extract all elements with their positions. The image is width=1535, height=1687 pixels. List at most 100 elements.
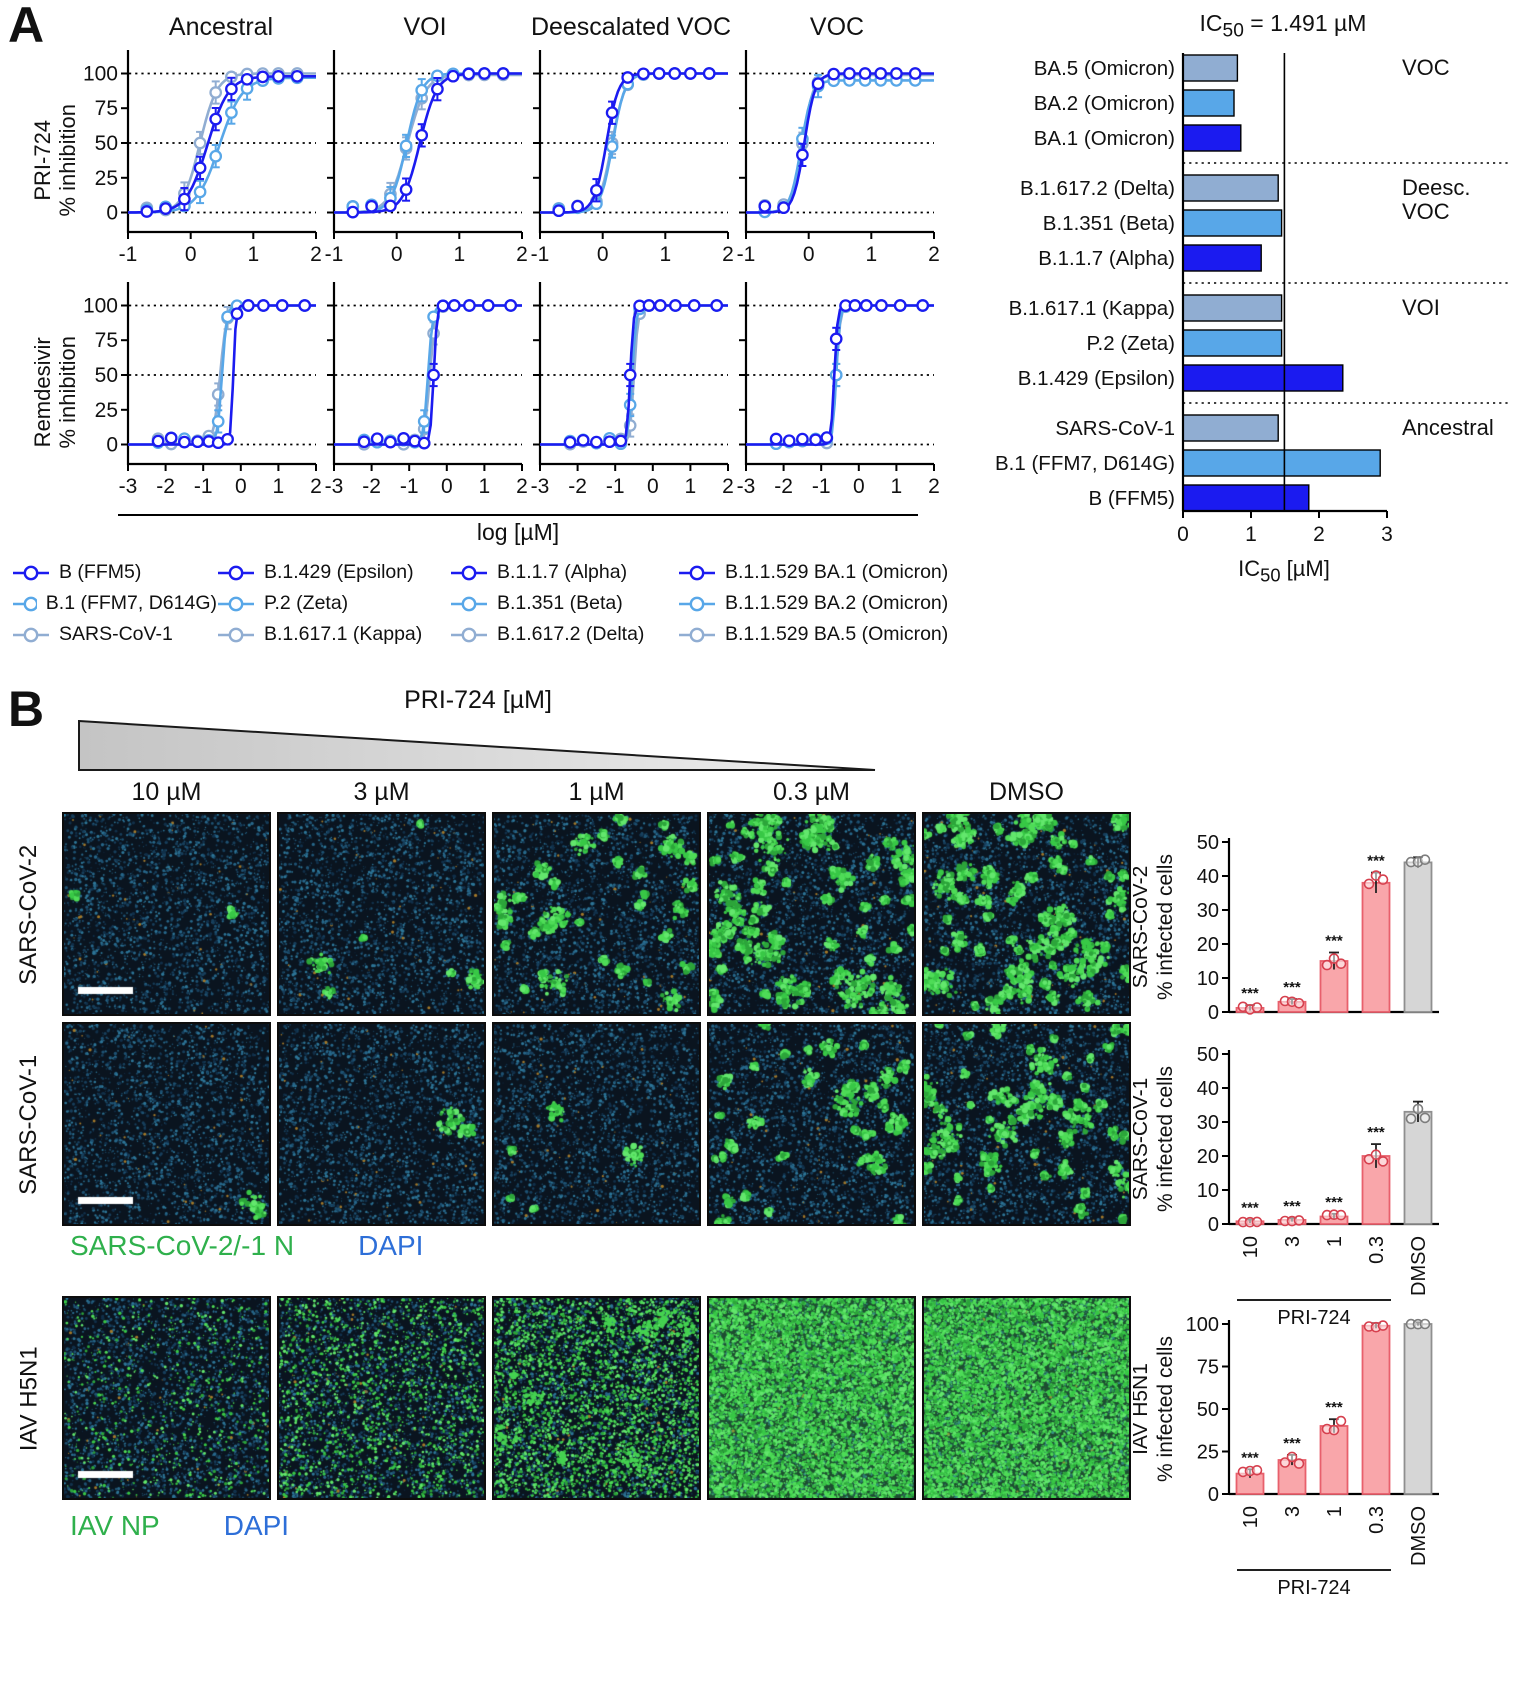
svg-text:10: 10 <box>1197 1180 1219 1202</box>
svg-text:50: 50 <box>1197 832 1219 854</box>
svg-text:50: 50 <box>95 364 118 387</box>
svg-text:SARS-CoV-2: SARS-CoV-2 <box>1133 866 1152 989</box>
replicate-dot <box>1251 1216 1263 1228</box>
legend-item: B.1.1.529 BA.2 (Omicron) <box>678 589 993 618</box>
ic50-bar <box>1182 483 1310 512</box>
microscopy-image <box>707 812 916 1016</box>
legend-marker-icon <box>451 596 487 611</box>
virus-row-label: SARS-CoV-2 <box>4 812 54 1017</box>
svg-text:***: *** <box>1367 1124 1385 1141</box>
replicate-dot <box>1328 1424 1340 1436</box>
dose-row-label: PRI-724% inhibition <box>28 44 82 276</box>
counterstain-label: DAPI <box>223 1510 290 1541</box>
svg-text:-1: -1 <box>194 475 213 498</box>
svg-text:50: 50 <box>95 132 118 155</box>
svg-text:0: 0 <box>1208 1002 1219 1024</box>
virus-name: SARS-CoV-1 <box>15 1054 43 1195</box>
svg-text:2: 2 <box>1313 523 1325 546</box>
ic50-title: IC50 = 1.491 µM <box>1153 10 1413 43</box>
dose-column-title: Deescalated VOC <box>530 13 732 41</box>
panel-b-label: B <box>8 681 45 737</box>
panel-a-label: A <box>8 0 45 53</box>
svg-text:***: *** <box>1241 1200 1259 1217</box>
legend-marker-icon <box>679 565 715 580</box>
legend-item: B.1.617.1 (Kappa) <box>217 620 450 649</box>
ic50-chart: IC50 = 1.491 µM BA.5 (Omicron) BA.2 (Omic… <box>978 10 1535 586</box>
legend-item: B.1.1.529 BA.5 (Omicron) <box>678 620 993 649</box>
concentration-label: 0.3 µM <box>773 778 850 806</box>
svg-text:1: 1 <box>1324 1506 1346 1517</box>
svg-text:25: 25 <box>95 167 118 190</box>
svg-text:SARS-CoV-1: SARS-CoV-1 <box>1055 417 1175 440</box>
ic50-xlabel-pre: IC <box>1238 555 1261 581</box>
dose-response-plot: -1 0 1 2 <box>528 44 734 276</box>
ic50-bar <box>1182 448 1381 477</box>
svg-text:***: *** <box>1283 1435 1301 1452</box>
dose-row-label: Remdesivir% inhibition <box>28 276 82 508</box>
svg-text:PRI-724: PRI-724 <box>1277 1307 1350 1329</box>
svg-text:0: 0 <box>235 475 247 498</box>
legend-item: B.1.617.2 (Delta) <box>450 620 678 649</box>
svg-text:-2: -2 <box>568 475 587 498</box>
svg-text:Deesc.: Deesc. <box>1402 175 1470 200</box>
replicate-dot <box>1363 878 1375 890</box>
concentration-labels: 10 µM 3 µM 1 µM 0.3 µM DMSO <box>62 778 1137 812</box>
svg-text:-3: -3 <box>325 475 344 498</box>
svg-text:30: 30 <box>1197 900 1219 922</box>
dose-response-plot: -1 0 1 2 <box>734 44 940 276</box>
svg-text:0: 0 <box>803 243 815 266</box>
virus-name: SARS-CoV-2 <box>15 844 43 985</box>
legend-label: B.1 (FFM7, D614G) <box>45 592 217 614</box>
legend-marker-icon <box>13 596 37 611</box>
virus-name: IAV H5N1 <box>15 1346 43 1451</box>
stain-label: SARS-CoV-2/-1 N <box>70 1230 295 1261</box>
replicate-dot <box>1293 1458 1305 1469</box>
legend-marker-icon <box>451 627 487 642</box>
dose-response-plot: -3 -2 -1 0 1 2 0 25 50 75 100 <box>82 276 322 508</box>
svg-text:PRI-724: PRI-724 <box>1277 1577 1350 1599</box>
legend-column: B.1.1.529 BA.1 (Omicron) B.1.1.529 BA.2 (… <box>678 558 993 649</box>
legend-marker-icon <box>218 565 254 580</box>
legend-label: B.1.429 (Epsilon) <box>264 561 414 583</box>
ic50-xaxis-label: IC50 [µM] <box>1174 556 1394 586</box>
dose-column-title: VOI <box>403 13 447 41</box>
svg-text:-1: -1 <box>325 243 344 266</box>
legend-marker-icon <box>679 596 715 611</box>
wedge-icon <box>78 719 876 771</box>
svg-text:B.1.351 (Beta): B.1.351 (Beta) <box>1043 212 1175 235</box>
svg-text:-2: -2 <box>774 475 793 498</box>
dose-xaxis-label: log [µM] <box>118 514 918 546</box>
legend-item: B.1 (FFM7, D614G) <box>12 589 217 618</box>
infection-bar-svg: 0 25 50 75 100 IAV H5N1% infected cells *** ***… <box>1129 1314 1439 1599</box>
ic50-bar <box>1182 123 1242 152</box>
svg-text:1: 1 <box>273 475 285 498</box>
dose-column-title: Ancestral <box>168 13 274 41</box>
svg-text:10: 10 <box>1197 968 1219 990</box>
microscopy-image <box>922 1022 1131 1226</box>
dose-plot-svg: -1 0 1 2 <box>325 50 528 266</box>
infection-bar <box>1403 861 1433 1013</box>
stain-label: IAV NP <box>70 1510 160 1541</box>
replicate-dot <box>1377 1320 1389 1331</box>
svg-text:75: 75 <box>95 97 118 120</box>
replicate-dot <box>1279 1457 1291 1468</box>
svg-text:1: 1 <box>1324 1236 1346 1247</box>
dose-plot-svg: -3 -2 -1 0 1 2 <box>531 282 734 498</box>
svg-text:1: 1 <box>453 243 465 266</box>
svg-text:2: 2 <box>928 475 940 498</box>
dose-response-plot: -1 0 1 2 0 25 50 75 100 <box>82 44 322 276</box>
replicate-dot <box>1405 1113 1417 1124</box>
replicate-dot <box>1412 1103 1424 1115</box>
ic50-bar <box>1182 173 1279 202</box>
legend-label: B.1.351 (Beta) <box>497 592 623 614</box>
svg-text:-3: -3 <box>737 475 756 498</box>
legend-item: B.1.1.529 BA.1 (Omicron) <box>678 558 993 587</box>
infection-bar <box>1403 1323 1433 1495</box>
microscopy-image <box>62 1022 271 1226</box>
microscopy-image <box>922 812 1131 1016</box>
svg-text:-1: -1 <box>400 475 419 498</box>
svg-text:B.1.617.1 (Kappa): B.1.617.1 (Kappa) <box>1009 297 1175 320</box>
legend-label: P.2 (Zeta) <box>264 592 349 614</box>
concentration-label: DMSO <box>989 778 1064 806</box>
svg-text:0: 0 <box>106 434 118 457</box>
